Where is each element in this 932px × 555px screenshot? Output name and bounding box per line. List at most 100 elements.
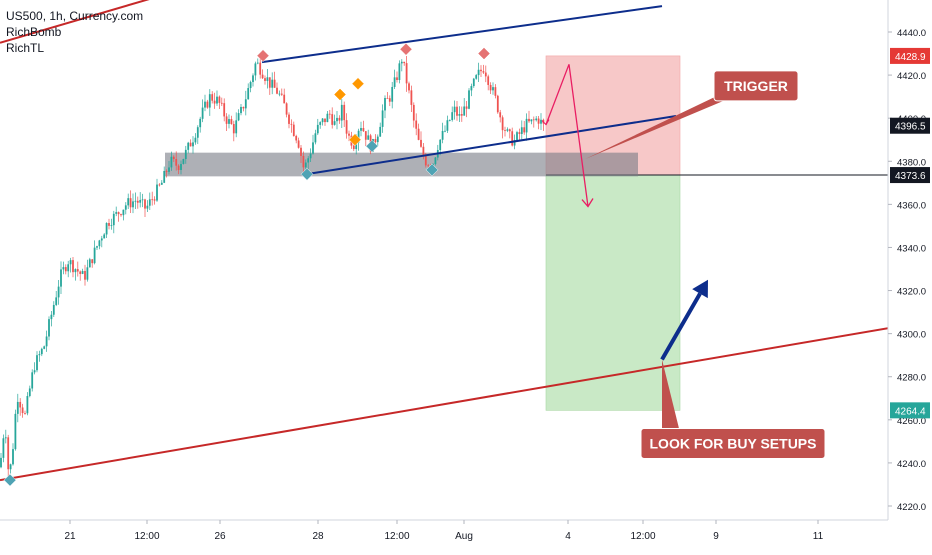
callout-text[interactable]: LOOK FOR BUY SETUPS bbox=[650, 436, 817, 452]
price-tick-label: 4260.0 bbox=[897, 416, 926, 427]
candle-body bbox=[50, 314, 53, 320]
candle-body bbox=[300, 147, 302, 156]
candle-body bbox=[26, 396, 29, 414]
candle-body bbox=[528, 118, 530, 122]
price-label-last: 4396.5 bbox=[895, 122, 926, 133]
candle-body bbox=[268, 77, 271, 88]
candle-body bbox=[283, 94, 286, 104]
candle-body bbox=[96, 246, 98, 248]
price-label-stop-bg bbox=[890, 47, 930, 64]
candle-body bbox=[285, 103, 288, 115]
candle-body bbox=[79, 271, 82, 274]
candle-body bbox=[333, 121, 336, 125]
candle-body bbox=[146, 205, 149, 209]
callout-text[interactable]: TRIGGER bbox=[724, 78, 788, 94]
candle-body bbox=[244, 99, 247, 109]
candle-body bbox=[156, 184, 158, 201]
candle-body bbox=[122, 209, 125, 216]
candle-body bbox=[446, 120, 449, 131]
price-tick-label: 4220.0 bbox=[897, 502, 926, 513]
candle-body bbox=[57, 286, 60, 298]
candle-body bbox=[475, 75, 478, 79]
candle-body bbox=[271, 79, 274, 88]
price-tick-label: 4280.0 bbox=[897, 373, 926, 384]
candle-body bbox=[153, 199, 156, 201]
candle-body bbox=[367, 135, 370, 140]
candle-body bbox=[31, 372, 34, 389]
candle-body bbox=[189, 142, 192, 147]
candle-body bbox=[148, 199, 151, 206]
symbol-title[interactable]: US500, 1h, Currency.com bbox=[6, 9, 144, 23]
price-label-entry: 4373.6 bbox=[895, 171, 926, 182]
candle-body bbox=[24, 413, 26, 414]
candle-body bbox=[230, 119, 233, 125]
indicator-richbomb[interactable]: RichBomb bbox=[6, 25, 62, 39]
candle-body bbox=[393, 77, 396, 87]
candle-body bbox=[261, 74, 264, 79]
candle-body bbox=[360, 128, 362, 131]
candle-body bbox=[223, 103, 226, 117]
candle-body bbox=[396, 77, 398, 81]
indicator-richtl[interactable]: RichTL bbox=[6, 41, 45, 55]
candle-body bbox=[134, 200, 137, 202]
candle-body bbox=[225, 116, 228, 124]
buy-setups-callout: LOOK FOR BUY SETUPS bbox=[640, 359, 826, 460]
candle-body bbox=[314, 133, 317, 143]
pivot-high-marker bbox=[256, 49, 270, 63]
candle-body bbox=[362, 128, 365, 132]
candle-body bbox=[160, 182, 163, 185]
candle-body bbox=[280, 93, 283, 95]
time-tick-label: 11 bbox=[813, 531, 824, 542]
candle-body bbox=[165, 170, 168, 172]
candle-body bbox=[2, 438, 5, 458]
candle-body bbox=[76, 269, 79, 272]
candle-body bbox=[492, 87, 494, 91]
trigger-callout: TRIGGER bbox=[585, 70, 799, 160]
candle-body bbox=[194, 137, 197, 143]
candle-body bbox=[136, 200, 139, 203]
candle-body bbox=[504, 130, 506, 132]
candle-body bbox=[352, 145, 355, 150]
pivot-low-marker bbox=[300, 167, 314, 181]
candle-body bbox=[141, 199, 144, 201]
candle-body bbox=[381, 110, 384, 127]
candle-body bbox=[112, 213, 115, 226]
candle-body bbox=[410, 90, 413, 105]
candle-body bbox=[218, 96, 221, 103]
candle-body bbox=[444, 130, 446, 132]
candle-body bbox=[127, 198, 130, 206]
candle-body bbox=[187, 142, 190, 150]
candle-body bbox=[302, 155, 305, 168]
candle-body bbox=[184, 149, 187, 160]
candle-body bbox=[38, 354, 41, 356]
candle-body bbox=[321, 118, 324, 123]
candle-body bbox=[374, 139, 377, 143]
price-tick-label: 4340.0 bbox=[897, 243, 926, 254]
candle-body bbox=[379, 126, 382, 137]
candle-body bbox=[523, 127, 526, 133]
candle-body bbox=[508, 129, 511, 132]
callout-box bbox=[640, 428, 826, 460]
price-tick-label: 4240.0 bbox=[897, 459, 926, 470]
candle-body bbox=[336, 117, 338, 122]
price-tick-label: 4360.0 bbox=[897, 200, 926, 211]
candle-body bbox=[264, 78, 266, 81]
price-label-entry-bg bbox=[890, 167, 930, 184]
time-tick-label: 4 bbox=[565, 531, 571, 542]
time-tick-label: 12:00 bbox=[134, 531, 159, 542]
time-axis: 21 12:00 26 28 12:00 Aug 4 12:00 9 11 bbox=[0, 519, 888, 550]
candle-body bbox=[482, 71, 485, 73]
callout-pointer bbox=[585, 96, 733, 160]
candle-body bbox=[45, 336, 48, 347]
candle-body bbox=[340, 104, 343, 121]
candle-body bbox=[36, 355, 38, 371]
candle-body bbox=[199, 118, 202, 128]
candle-body bbox=[537, 118, 540, 124]
candle-body bbox=[72, 260, 74, 273]
price-tick-label: 4440.0 bbox=[897, 28, 926, 39]
pivot-low-marker bbox=[3, 473, 17, 487]
candle-body bbox=[204, 101, 206, 108]
candle-body bbox=[192, 142, 194, 147]
